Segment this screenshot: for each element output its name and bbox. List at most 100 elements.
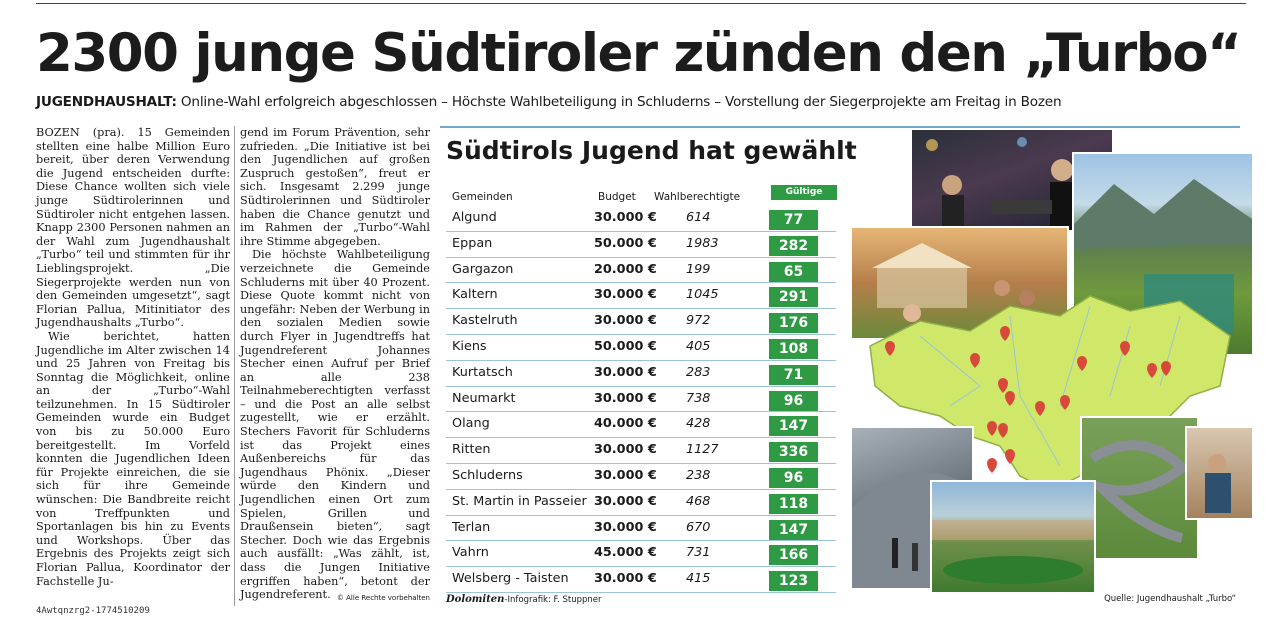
budget-value: 45.000 €	[594, 545, 657, 561]
photo-dj-party-art	[926, 137, 1076, 230]
table-row: Welsberg - Taisten 30.000 € 415 123	[446, 567, 836, 593]
municipality-name: Ritten	[452, 442, 491, 458]
article-paragraph: Wie berichtet, hatten Jugendliche im Alt…	[36, 329, 230, 588]
valid-votes-value: 123	[769, 571, 818, 592]
municipality-name: Kurtatsch	[452, 364, 513, 380]
subheadline: JUGENDHAUSHALT: Online-Wahl erfolgreich …	[36, 94, 1062, 110]
eligible-voters-value: 738	[686, 390, 711, 406]
budget-value: 50.000 €	[594, 338, 657, 354]
infographic-source: Quelle: Jugendhaushalt „Turbo“	[1104, 594, 1236, 604]
municipality-name: Vahrn	[452, 545, 489, 561]
table-row: Eppan 50.000 € 1983 282	[446, 232, 836, 258]
municipality-name: Olang	[452, 416, 490, 432]
credit-brand: Dolomiten	[446, 594, 505, 605]
budget-value: 40.000 €	[594, 416, 657, 432]
infographic-title: Südtirols Jugend hat gewählt	[446, 136, 857, 165]
header-budget: Budget	[598, 191, 636, 203]
table-row: Kaltern 30.000 € 1045 291	[446, 283, 836, 310]
valid-votes-value: 291	[769, 287, 818, 308]
copyright-notice: © Alle Rechte vorbehalten	[336, 593, 430, 602]
budget-value: 30.000 €	[594, 364, 657, 380]
municipality-name: Terlan	[452, 519, 491, 535]
budget-value: 30.000 €	[594, 467, 657, 483]
eligible-voters-value: 238	[686, 467, 711, 483]
valid-votes-value: 336	[769, 442, 818, 463]
credit-text: -Infografik: F. Stuppner	[504, 595, 602, 605]
header-gueltige-stimmen: Gültige Stimmen	[771, 185, 837, 212]
eligible-voters-value: 199	[686, 261, 711, 277]
budget-value: 30.000 €	[594, 571, 657, 587]
valid-votes-value: 96	[769, 390, 818, 411]
table-row: Terlan 30.000 € 670 147	[446, 516, 836, 542]
eligible-voters-value: 670	[686, 519, 711, 535]
table-row: Kiens 50.000 € 405 108	[446, 335, 836, 361]
budget-value: 30.000 €	[594, 210, 657, 225]
valid-votes-value: 166	[769, 545, 818, 566]
eligible-voters-value: 1045	[686, 287, 719, 303]
article-column-1: BOZEN (pra). 15 Gemeinden stellten eine …	[36, 126, 230, 588]
budget-value: 30.000 €	[594, 493, 657, 509]
municipality-name: Neumarkt	[452, 390, 516, 406]
valid-votes-value: 65	[769, 261, 818, 282]
column-divider	[234, 126, 235, 606]
article-code: 4Awtqnzrg2-1774510209	[36, 606, 150, 616]
subhead-text: Online-Wahl erfolgreich abgeschlossen – …	[176, 94, 1062, 110]
municipality-name: Kaltern	[452, 287, 498, 303]
table-row: Vahrn 45.000 € 731 166	[446, 541, 836, 568]
valid-votes-value: 282	[769, 235, 818, 256]
municipality-name: Schluderns	[452, 467, 523, 483]
valid-votes-value: 108	[769, 338, 818, 359]
photo-pumptrack	[1080, 416, 1199, 560]
header-gemeinden: Gemeinden	[452, 191, 513, 203]
eligible-voters-value: 1127	[686, 442, 719, 458]
budget-value: 30.000 €	[594, 287, 657, 303]
valid-votes-value: 176	[769, 313, 818, 334]
municipality-name: Algund	[452, 210, 497, 225]
municipality-name: Kiens	[452, 338, 487, 354]
eligible-voters-value: 283	[686, 364, 711, 380]
eligible-voters-value: 972	[686, 313, 711, 329]
infographic-credit: Dolomiten-Infografik: F. Stuppner	[446, 594, 602, 605]
article-paragraph: Die höchste Wahlbeteiligung verzeichnete…	[240, 248, 430, 602]
results-table: Algund 30.000 € 614 77 Eppan 50.000 €1983 282 G…	[446, 206, 836, 593]
table-row: Ritten 30.000 € 1127 336	[446, 438, 836, 464]
budget-value: 30.000 €	[594, 313, 657, 329]
infographic-top-rule	[440, 126, 1240, 128]
budget-value: 30.000 €	[594, 519, 657, 535]
photo-village-field	[930, 480, 1096, 594]
valid-votes-value: 118	[769, 493, 818, 514]
valid-votes-value: 71	[769, 364, 818, 385]
photo-workshop-art	[1205, 454, 1231, 513]
infographic: Südtirols Jugend hat gewählt Gemeinden B…	[440, 126, 1254, 606]
municipality-name: Kastelruth	[452, 313, 518, 329]
table-row: Schluderns 30.000 € 238 96	[446, 464, 836, 490]
photo-pumptrack-art	[1085, 440, 1190, 543]
municipality-name: Welsberg - Taisten	[452, 571, 569, 587]
municipality-name: St. Martin in Passeier	[452, 493, 587, 509]
subhead-kicker: JUGENDHAUSHALT:	[36, 94, 177, 110]
eligible-voters-value: 614	[686, 210, 711, 225]
table-row: Kurtatsch 30.000 € 283 71	[446, 361, 836, 387]
article-paragraph: BOZEN (pra). 15 Gemeinden stellten eine …	[36, 126, 230, 330]
map-pins	[885, 326, 1171, 473]
budget-value: 30.000 €	[594, 442, 657, 458]
municipality-name: Gargazon	[452, 261, 514, 277]
eligible-voters-value: 428	[686, 416, 711, 432]
table-row: St. Martin in Passeier 30.000 € 468 118	[446, 490, 836, 516]
photo-workshop	[1185, 426, 1254, 520]
photo-village-art	[932, 520, 1094, 584]
top-rule	[36, 3, 1246, 4]
table-row: Kastelruth 30.000 € 972 176	[446, 309, 836, 335]
photo-event-art	[872, 243, 1035, 322]
table-row: Olang 40.000 € 428 147	[446, 412, 836, 439]
table-row: Neumarkt 30.000 € 738 96	[446, 387, 836, 413]
eligible-voters-value: 731	[686, 545, 711, 561]
budget-value: 30.000 €	[594, 390, 657, 406]
eligible-voters-value: 405	[686, 338, 711, 354]
budget-value: 50.000 €	[594, 235, 657, 251]
valid-votes-value: 96	[769, 467, 818, 488]
valid-votes-value: 77	[769, 210, 818, 230]
budget-value: 20.000 €	[594, 261, 657, 277]
eligible-voters-value: 468	[686, 493, 711, 509]
article-column-2: gend im Forum Prävention, sehr zufrieden…	[240, 126, 430, 605]
